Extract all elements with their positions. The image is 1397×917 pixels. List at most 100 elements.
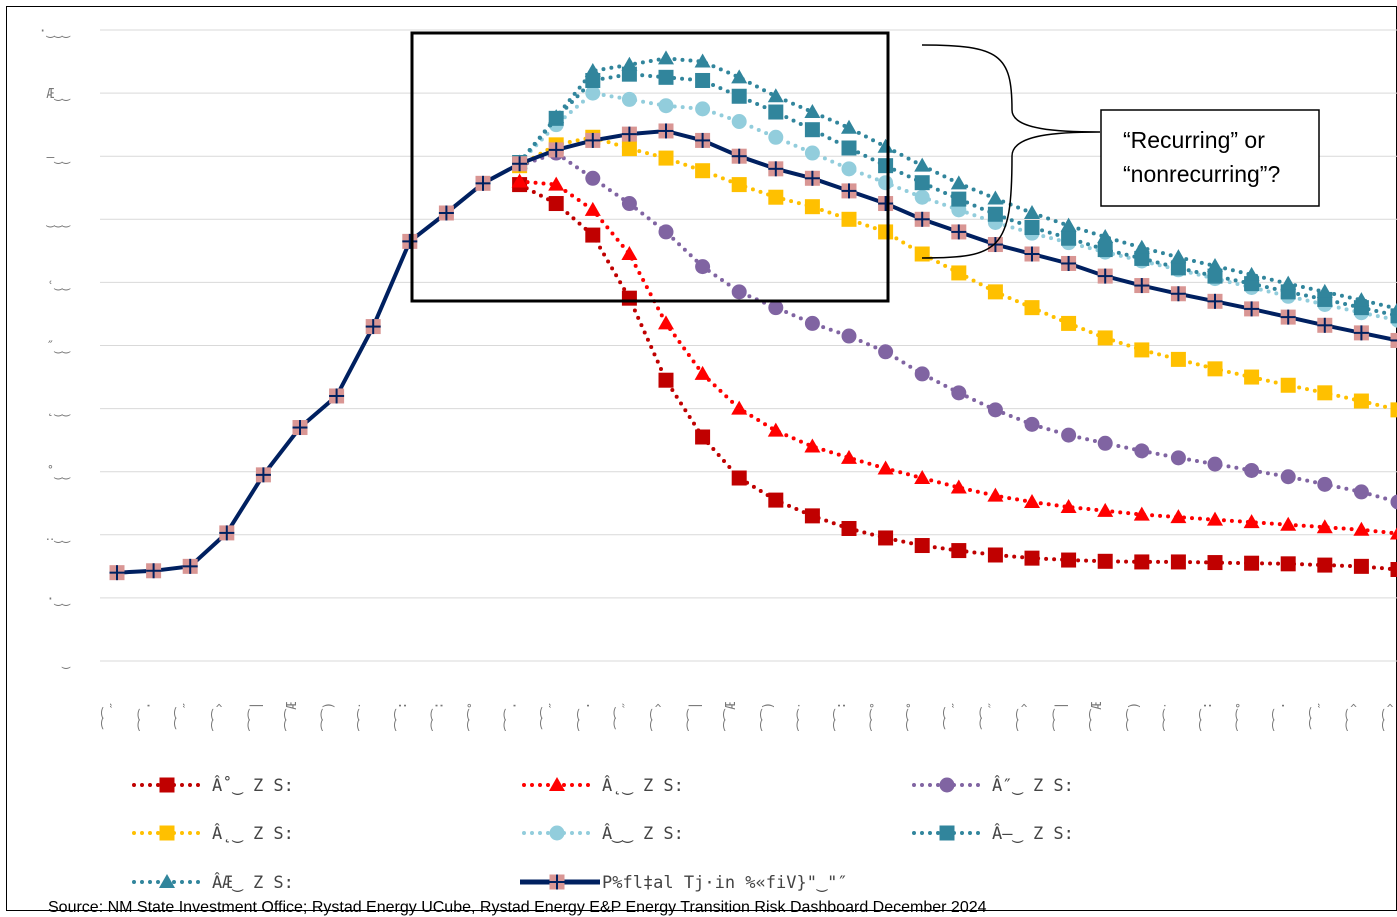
data-point bbox=[621, 141, 637, 157]
x-tick-label: ⁀⁀˶ bbox=[174, 703, 190, 730]
x-tick-label: ⁀⁀˙ bbox=[1162, 702, 1178, 732]
data-point bbox=[1061, 255, 1077, 271]
data-point bbox=[768, 129, 784, 145]
data-point bbox=[695, 72, 711, 88]
series-2 bbox=[512, 145, 1397, 510]
data-point bbox=[1060, 499, 1077, 514]
data-point bbox=[987, 547, 1003, 563]
data-point bbox=[1134, 250, 1150, 266]
data-point bbox=[804, 122, 820, 138]
x-tick-label: ⁀⁀| bbox=[247, 702, 263, 732]
data-point bbox=[804, 438, 821, 453]
legend-item: P%fl‡al Tj·in %«fiV}"‿"″ bbox=[520, 873, 848, 893]
legend-item: Â—‿ Z S: bbox=[912, 822, 1074, 844]
data-point bbox=[804, 170, 820, 186]
data-point bbox=[987, 206, 1003, 222]
series-1 bbox=[511, 173, 1397, 540]
data-point bbox=[584, 201, 601, 216]
data-point bbox=[1244, 369, 1260, 385]
data-point bbox=[987, 190, 1004, 205]
data-point bbox=[584, 63, 601, 78]
data-point bbox=[1097, 330, 1113, 346]
data-point bbox=[292, 420, 308, 436]
data-point bbox=[731, 69, 748, 84]
data-point bbox=[182, 558, 198, 574]
data-point bbox=[695, 259, 711, 275]
legend-marker bbox=[939, 777, 955, 793]
data-point bbox=[219, 525, 235, 541]
data-point bbox=[768, 300, 784, 316]
data-point bbox=[1097, 502, 1114, 517]
data-point bbox=[1353, 558, 1369, 574]
data-point bbox=[951, 224, 967, 240]
data-point bbox=[1024, 300, 1040, 316]
x-tick-label: ⁀⁀› bbox=[211, 702, 227, 732]
y-axis-ticks: ‿ ·‿‿ ‥‿‿ ˚‿‿ ˛‿‿ ″‿‿ ˓‿‿ ‿‿‿ —‿‿ Æ‿‿ ·‿‿‿ bbox=[39, 24, 71, 670]
data-point bbox=[1097, 228, 1114, 243]
data-point bbox=[1061, 427, 1077, 443]
data-point bbox=[841, 328, 857, 344]
data-point bbox=[877, 138, 894, 153]
x-tick-label: ⁀⁀˶ bbox=[1309, 703, 1325, 730]
legend-label: Â—‿ Z S: bbox=[992, 822, 1074, 844]
legend-marker bbox=[549, 777, 565, 791]
data-point bbox=[878, 196, 894, 212]
legend-item: Â″‿ Z S: bbox=[912, 774, 1074, 796]
data-point bbox=[731, 177, 747, 193]
x-tick-label: ⁀⁀. bbox=[138, 702, 154, 732]
x-tick-label: ⁀⁀˶ bbox=[943, 703, 959, 730]
data-point bbox=[914, 211, 930, 227]
data-point bbox=[1024, 416, 1040, 432]
x-tick-label: ⁀⁀˶ bbox=[101, 703, 117, 730]
x-tick-label: ⁀⁀› bbox=[1382, 702, 1397, 732]
x-tick-label: ⁀⁀: bbox=[833, 702, 849, 732]
data-point bbox=[695, 101, 711, 117]
data-point bbox=[1317, 476, 1333, 492]
data-point bbox=[1024, 493, 1040, 508]
data-point bbox=[768, 104, 784, 120]
data-point bbox=[1244, 555, 1260, 571]
data-point bbox=[878, 158, 894, 174]
data-point bbox=[731, 400, 748, 415]
data-point bbox=[841, 449, 857, 464]
data-point bbox=[1170, 351, 1186, 367]
data-point bbox=[1317, 317, 1333, 333]
data-point bbox=[694, 365, 711, 380]
data-point bbox=[548, 196, 564, 212]
legend-label: Â‿‿ Z S: bbox=[602, 822, 684, 844]
data-point bbox=[987, 284, 1003, 300]
data-point bbox=[731, 148, 747, 164]
data-point bbox=[658, 315, 674, 330]
x-tick-label: ⁀⁀˶ bbox=[979, 703, 995, 730]
x-tick-label: ⁀⁀) bbox=[1126, 702, 1142, 732]
data-point bbox=[950, 175, 967, 190]
data-point bbox=[951, 191, 967, 207]
data-point bbox=[548, 176, 565, 191]
data-point bbox=[512, 156, 528, 172]
data-point bbox=[658, 224, 674, 240]
x-tick-label: ⁀⁀Æ bbox=[723, 701, 739, 731]
callout-line-1: “Recurring” or bbox=[1123, 127, 1265, 153]
data-point bbox=[658, 123, 674, 139]
data-point bbox=[877, 460, 894, 475]
data-point bbox=[585, 170, 601, 186]
data-point bbox=[658, 50, 674, 65]
y-tick-label: ˛‿‿ bbox=[47, 403, 72, 418]
data-point bbox=[841, 183, 857, 199]
data-point bbox=[1390, 494, 1397, 510]
data-point bbox=[1134, 443, 1150, 459]
data-point bbox=[1097, 268, 1113, 284]
data-point bbox=[1024, 246, 1040, 262]
data-point bbox=[731, 88, 747, 104]
data-point bbox=[1353, 393, 1369, 409]
data-point bbox=[1353, 521, 1370, 536]
data-point bbox=[1280, 309, 1296, 325]
data-point bbox=[841, 119, 857, 134]
y-tick-label: ·‿‿‿ bbox=[39, 24, 71, 39]
data-point bbox=[694, 53, 711, 68]
data-point bbox=[1390, 308, 1397, 324]
data-point bbox=[1170, 249, 1187, 264]
brace bbox=[921, 44, 1101, 259]
data-point bbox=[1097, 553, 1113, 569]
legend-label: Â˛‿ Z S: bbox=[602, 774, 684, 796]
